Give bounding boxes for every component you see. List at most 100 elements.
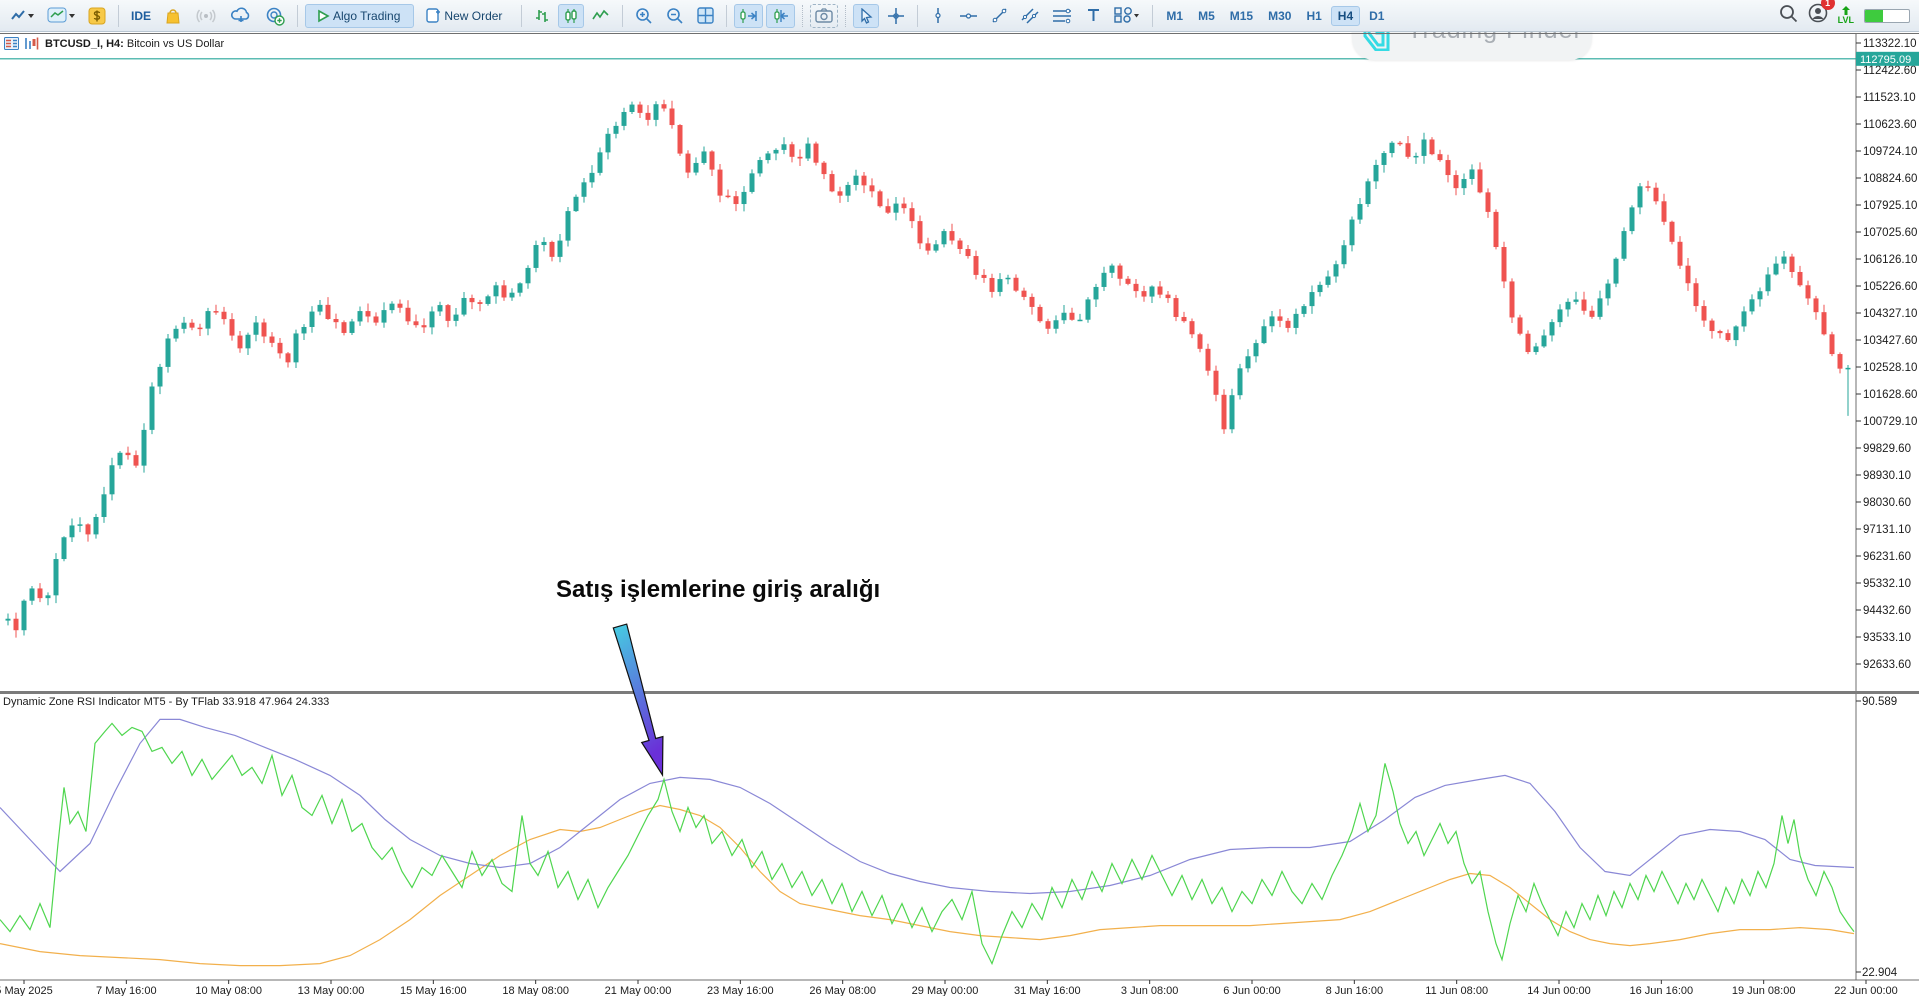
svg-text:22.904: 22.904 bbox=[1862, 967, 1898, 979]
zoom-in-icon[interactable] bbox=[630, 4, 658, 28]
annotation-text: Satış işlemlerine giriş aralığı bbox=[556, 576, 881, 603]
lvl-label: LVL bbox=[1837, 15, 1854, 25]
tf-m30[interactable]: M30 bbox=[1268, 8, 1292, 23]
level-progress-bar bbox=[1864, 8, 1910, 23]
svg-text:112422.60: 112422.60 bbox=[1863, 65, 1917, 77]
svg-text:99829.60: 99829.60 bbox=[1863, 443, 1911, 455]
svg-text:90.589: 90.589 bbox=[1862, 696, 1897, 708]
svg-text:7 May 16:00: 7 May 16:00 bbox=[96, 985, 157, 996]
new-order-icon bbox=[426, 7, 441, 23]
horizontal-line-icon[interactable] bbox=[954, 4, 983, 28]
line-chart-icon[interactable] bbox=[587, 4, 615, 28]
community-icon[interactable] bbox=[260, 4, 290, 28]
symbol-label: BTCUSD_I, H4: bbox=[45, 37, 124, 50]
tf-d1[interactable]: D1 bbox=[1369, 8, 1385, 23]
svg-text:109724.10: 109724.10 bbox=[1863, 146, 1917, 158]
tf-m15[interactable]: M15 bbox=[1229, 8, 1254, 23]
svg-text:16 Jun 16:00: 16 Jun 16:00 bbox=[1630, 985, 1694, 996]
profile-icon[interactable]: 1 bbox=[1808, 0, 1835, 28]
bars-chart-icon[interactable] bbox=[529, 4, 555, 28]
ide-label: IDE bbox=[131, 8, 152, 23]
tile-windows-icon[interactable] bbox=[692, 4, 719, 28]
svg-text:23 May 16:00: 23 May 16:00 bbox=[707, 985, 774, 996]
indicator-title: Dynamic Zone RSI Indicator MT5 - By TFla… bbox=[3, 696, 330, 708]
svg-text:113322.10: 113322.10 bbox=[1863, 38, 1917, 50]
symbol-description: Bitcoin vs US Dollar bbox=[126, 37, 225, 50]
new-order-button[interactable]: New Order bbox=[417, 4, 514, 28]
play-icon bbox=[318, 9, 330, 22]
text-tool-icon[interactable] bbox=[1080, 4, 1106, 28]
svg-text:26 May 08:00: 26 May 08:00 bbox=[809, 985, 876, 996]
zoom-out-icon[interactable] bbox=[661, 4, 689, 28]
main-toolbar: IDE Algo Trading New Order bbox=[0, 0, 1919, 32]
svg-text:108824.60: 108824.60 bbox=[1863, 173, 1917, 185]
notification-badge: 1 bbox=[1820, 0, 1835, 10]
svg-text:107925.10: 107925.10 bbox=[1863, 200, 1917, 212]
svg-text:103427.60: 103427.60 bbox=[1863, 335, 1917, 347]
dollar-icon[interactable] bbox=[83, 4, 111, 28]
chart-type-icon[interactable] bbox=[5, 4, 39, 28]
svg-text:111523.10: 111523.10 bbox=[1863, 92, 1916, 104]
svg-text:15 May 16:00: 15 May 16:00 bbox=[400, 985, 467, 996]
crosshair-icon[interactable] bbox=[882, 4, 910, 28]
svg-text:93533.10: 93533.10 bbox=[1863, 632, 1911, 644]
market-watch-icon[interactable] bbox=[4, 37, 19, 50]
autoscroll-icon[interactable] bbox=[734, 3, 764, 28]
svg-text:98930.10: 98930.10 bbox=[1863, 470, 1911, 482]
svg-text:105226.60: 105226.60 bbox=[1863, 281, 1917, 293]
svg-text:11 Jun 08:00: 11 Jun 08:00 bbox=[1425, 985, 1488, 996]
svg-text:106126.10: 106126.10 bbox=[1863, 254, 1917, 266]
vertical-line-icon[interactable] bbox=[925, 4, 951, 28]
svg-text:13 May 00:00: 13 May 00:00 bbox=[298, 985, 365, 996]
svg-text:10 May 08:00: 10 May 08:00 bbox=[195, 985, 262, 996]
svg-text:95332.10: 95332.10 bbox=[1863, 578, 1911, 590]
trendline-icon[interactable] bbox=[986, 4, 1013, 28]
algo-trading-label: Algo Trading bbox=[333, 8, 401, 23]
cursor-icon[interactable] bbox=[853, 3, 880, 28]
svg-text:98030.60: 98030.60 bbox=[1863, 497, 1911, 509]
mini-chart-icon[interactable] bbox=[24, 37, 40, 50]
cloud-icon[interactable] bbox=[225, 4, 257, 28]
camera-icon[interactable] bbox=[810, 3, 839, 28]
svg-text:102528.10: 102528.10 bbox=[1863, 362, 1917, 374]
svg-text:8 Jun 16:00: 8 Jun 16:00 bbox=[1326, 985, 1384, 996]
svg-text:21 May 00:00: 21 May 00:00 bbox=[605, 985, 672, 996]
svg-text:92633.60: 92633.60 bbox=[1863, 659, 1911, 671]
tf-h1[interactable]: H1 bbox=[1306, 8, 1322, 23]
tf-m1[interactable]: M1 bbox=[1166, 8, 1184, 23]
algo-trading-button[interactable]: Algo Trading bbox=[305, 3, 415, 28]
new-order-label: New Order bbox=[444, 8, 503, 23]
svg-text:22 Jun 00:00: 22 Jun 00:00 bbox=[1834, 985, 1898, 996]
chart-pane-top-border bbox=[0, 33, 1919, 34]
svg-text:97131.10: 97131.10 bbox=[1863, 524, 1911, 536]
search-icon[interactable] bbox=[1779, 4, 1798, 28]
svg-text:14 Jun 00:00: 14 Jun 00:00 bbox=[1527, 985, 1591, 996]
market-bag-icon[interactable] bbox=[159, 4, 187, 28]
tf-h4[interactable]: H4 bbox=[1330, 5, 1361, 26]
shapes-icon[interactable] bbox=[1109, 4, 1145, 28]
svg-text:3 Jun 08:00: 3 Jun 08:00 bbox=[1121, 985, 1179, 996]
svg-text:107025.60: 107025.60 bbox=[1863, 227, 1917, 239]
tf-m5[interactable]: M5 bbox=[1198, 8, 1215, 23]
svg-text:19 Jun 08:00: 19 Jun 08:00 bbox=[1732, 985, 1796, 996]
signal-icon[interactable] bbox=[190, 4, 222, 28]
chart-symbol-header: BTCUSD_I, H4: Bitcoin vs US Dollar bbox=[4, 37, 224, 50]
svg-text:5 May 2025: 5 May 2025 bbox=[0, 985, 53, 996]
level-icon[interactable]: LVL bbox=[1838, 6, 1854, 25]
svg-text:31 May 16:00: 31 May 16:00 bbox=[1014, 985, 1081, 996]
svg-text:110623.60: 110623.60 bbox=[1863, 119, 1917, 131]
svg-text:6 Jun 00:00: 6 Jun 00:00 bbox=[1223, 985, 1281, 996]
chart-profile-icon[interactable] bbox=[42, 4, 80, 28]
chart-shift-icon[interactable] bbox=[766, 3, 796, 28]
ide-button[interactable]: IDE bbox=[126, 4, 156, 28]
svg-text:112795.09: 112795.09 bbox=[1860, 54, 1911, 66]
svg-text:100729.10: 100729.10 bbox=[1863, 416, 1917, 428]
svg-text:94432.60: 94432.60 bbox=[1863, 605, 1911, 617]
fibonacci-icon[interactable] bbox=[1047, 4, 1077, 28]
svg-text:101628.60: 101628.60 bbox=[1863, 389, 1917, 401]
svg-text:18 May 08:00: 18 May 08:00 bbox=[502, 985, 569, 996]
svg-text:96231.60: 96231.60 bbox=[1863, 551, 1911, 563]
candles-chart-icon[interactable] bbox=[558, 3, 585, 28]
channel-icon[interactable] bbox=[1016, 4, 1044, 28]
